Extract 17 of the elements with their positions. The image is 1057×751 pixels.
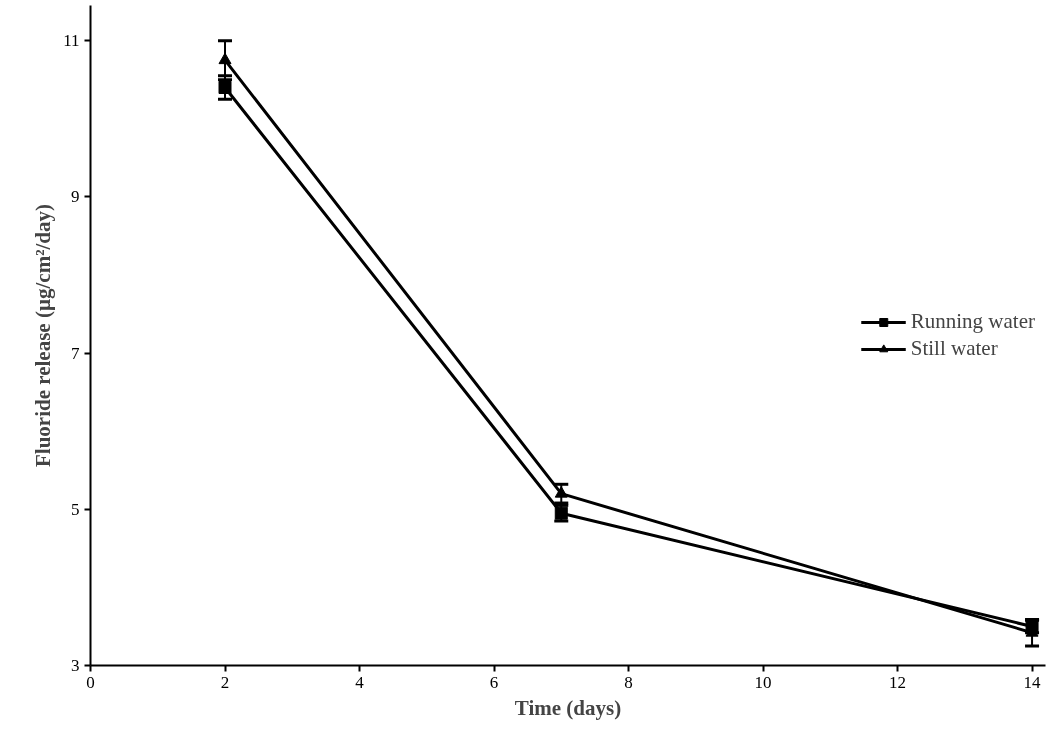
y-tick-label: 7 (71, 343, 80, 363)
y-tick-label: 9 (71, 187, 80, 207)
x-tick-label: 2 (220, 672, 230, 692)
x-tick-label: 4 (355, 672, 365, 692)
y-tick-label: 11 (63, 31, 80, 51)
legend-label: Still water (910, 336, 998, 361)
x-tick-label: 14 (1023, 672, 1042, 692)
legend-label: Running water (910, 309, 1035, 334)
y-tick-label: 5 (71, 499, 80, 519)
x-axis-title: Time (days) (514, 695, 622, 720)
x-tick-label: 8 (624, 672, 633, 692)
x-tick-label: 12 (889, 672, 907, 692)
x-tick-label: 6 (489, 672, 499, 692)
y-axis-title: Fluoride release (µg/cm²/day) (31, 204, 56, 467)
y-tick-label: 3 (71, 656, 80, 675)
x-tick-label: 10 (754, 672, 772, 692)
x-tick-label: 0 (86, 672, 95, 692)
